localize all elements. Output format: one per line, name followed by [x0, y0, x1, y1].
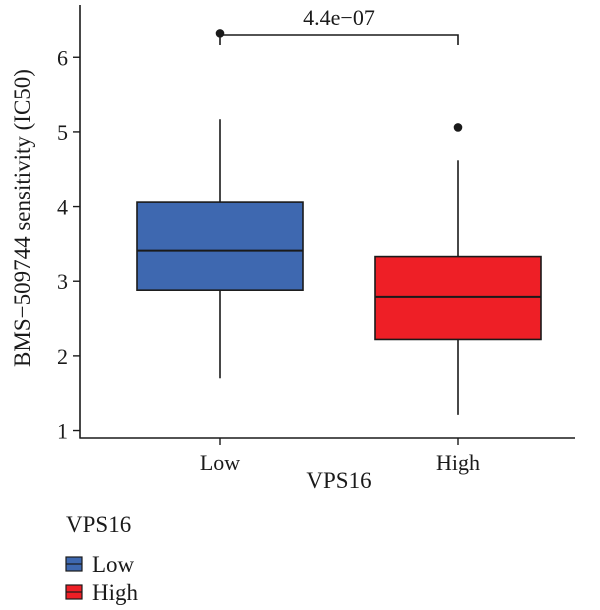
legend: Low High: [65, 552, 139, 605]
legend-item-low: Low: [65, 552, 135, 577]
y-tick-label: 3: [57, 269, 68, 294]
box-high: [374, 123, 542, 415]
outlier-point: [453, 123, 463, 132]
plot-area: 1 2 3 4 5 6 Low High 4.4e−07: [57, 5, 575, 475]
legend-title: VPS16: [66, 512, 131, 537]
box-body: [374, 255, 542, 341]
y-tick-label: 4: [57, 195, 68, 220]
y-tick-label: 2: [57, 344, 68, 369]
x-tick-label: Low: [200, 450, 240, 475]
y-tick-label: 6: [57, 45, 68, 70]
y-tick-label: 5: [57, 120, 68, 145]
y-axis-title: BMS−509744 sensitivity (IC50): [10, 69, 35, 367]
p-value-label: 4.4e−07: [303, 5, 375, 30]
x-tick-label: High: [436, 450, 480, 475]
legend-item-high: High: [65, 580, 139, 605]
box-body: [136, 201, 304, 291]
legend-label: Low: [92, 552, 135, 577]
box-low: [136, 29, 304, 379]
legend-label: High: [92, 580, 139, 605]
x-axis-title: VPS16: [306, 468, 371, 493]
comparison-bracket: [219, 34, 459, 45]
y-tick-label: 1: [57, 419, 68, 444]
